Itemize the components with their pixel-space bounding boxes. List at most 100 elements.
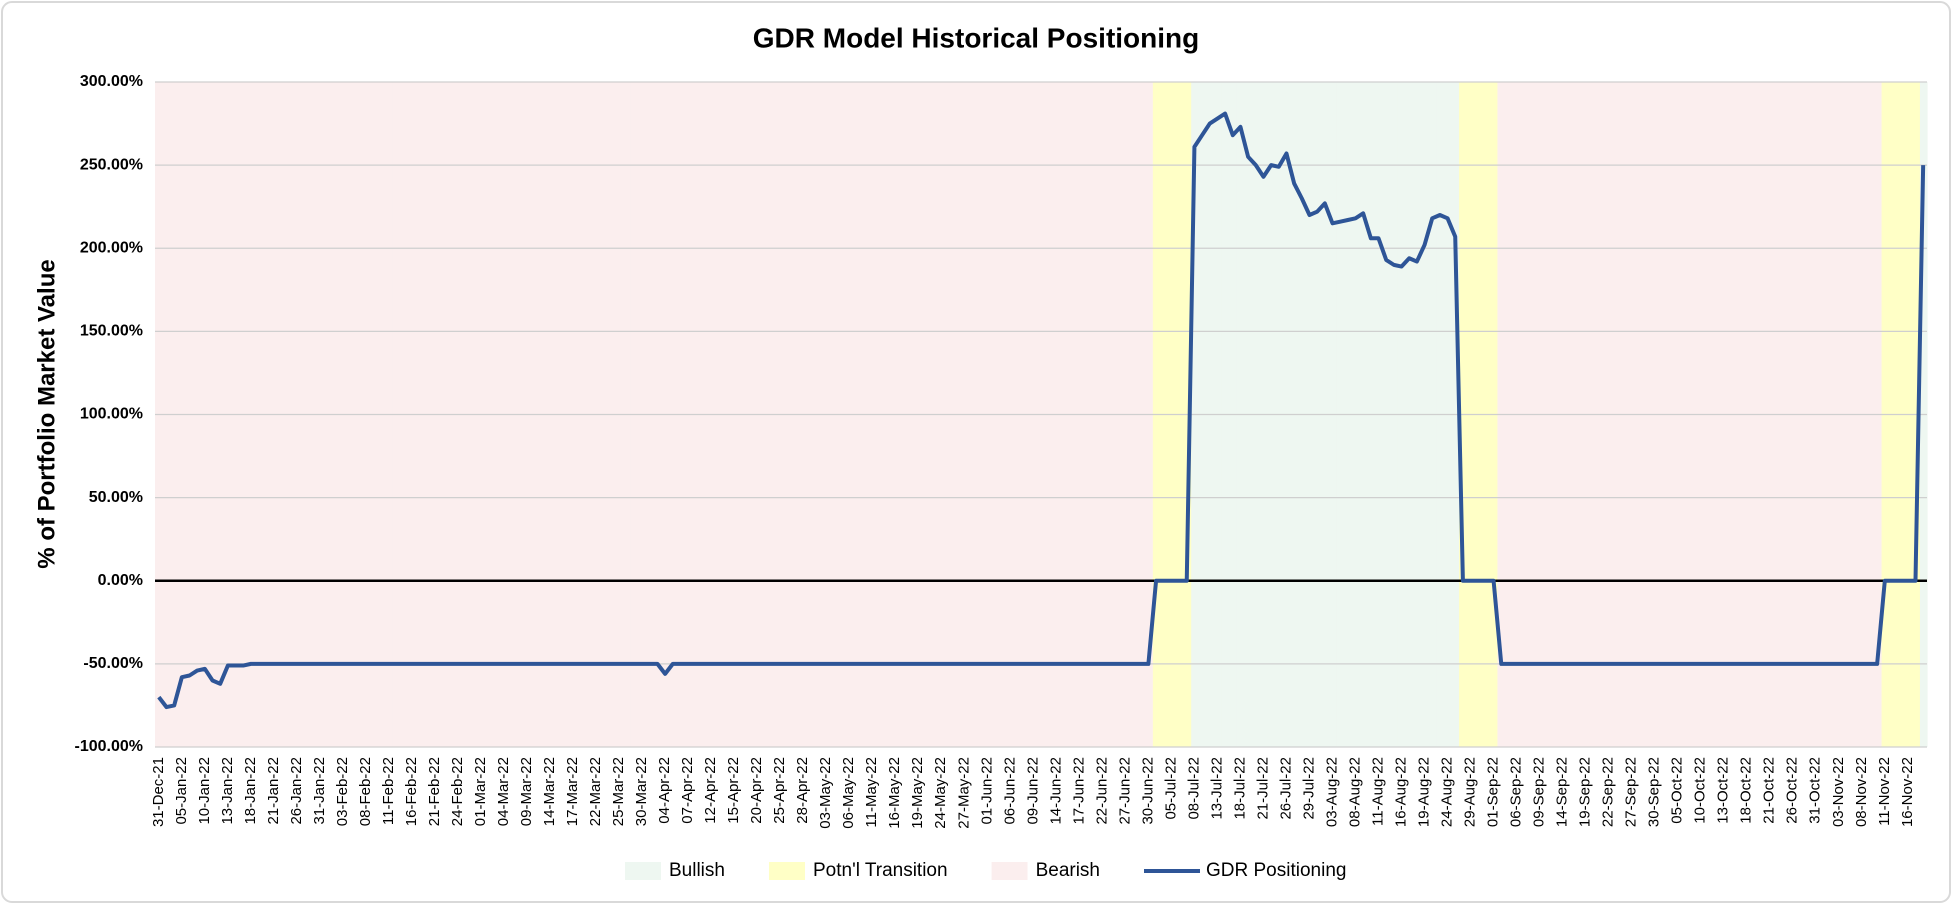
- legend-label: Potn'l Transition: [813, 860, 948, 881]
- x-tick-label: 16-Nov-22: [1899, 757, 1916, 827]
- x-tick-label: 11-Nov-22: [1876, 757, 1893, 826]
- x-tick-label: 01-Mar-22: [472, 757, 489, 826]
- x-tick-label: 16-Feb-22: [403, 757, 420, 826]
- x-tick-label: 17-Mar-22: [564, 757, 581, 826]
- x-tick-label: 27-May-22: [955, 757, 972, 829]
- x-tick-label: 05-Jul-22: [1162, 757, 1179, 820]
- x-tick-label: 30-Sep-22: [1646, 757, 1663, 827]
- y-tick-label: -50.00%: [83, 655, 143, 672]
- x-tick-label: 21-Jan-22: [265, 757, 282, 825]
- x-tick-label: 21-Oct-22: [1761, 757, 1778, 824]
- y-axis-title: % of Portfolio Market Value: [33, 259, 60, 568]
- x-tick-label: 18-Jan-22: [242, 757, 259, 825]
- y-tick-label: 200.00%: [80, 239, 143, 256]
- legend-swatch: [768, 862, 805, 880]
- x-tick-label: 29-Jul-22: [1300, 757, 1317, 820]
- x-tick-label: 08-Aug-22: [1346, 757, 1363, 827]
- x-tick-label: 28-Apr-22: [794, 757, 811, 824]
- x-tick-label: 05-Oct-22: [1669, 757, 1686, 824]
- legend-label: GDR Positioning: [1206, 860, 1346, 881]
- x-tick-label: 12-Apr-22: [702, 757, 719, 824]
- x-tick-label: 24-Aug-22: [1439, 757, 1456, 827]
- x-tick-label: 31-Oct-22: [1807, 757, 1824, 824]
- x-tick-label: 21-Jul-22: [1254, 757, 1271, 820]
- x-tick-label: 22-Sep-22: [1600, 757, 1617, 827]
- x-tick-label: 30-Jun-22: [1139, 757, 1156, 825]
- x-tick-label: 15-Apr-22: [725, 757, 742, 824]
- x-tick-label: 19-Aug-22: [1416, 757, 1433, 827]
- x-tick-label: 16-Aug-22: [1393, 757, 1410, 827]
- x-tick-label: 11-May-22: [863, 757, 880, 828]
- x-tick-label: 09-Jun-22: [1024, 757, 1041, 825]
- x-tick-label: 20-Apr-22: [748, 757, 765, 824]
- x-tick-label: 14-Mar-22: [541, 757, 558, 826]
- x-tick-label: 11-Feb-22: [380, 757, 397, 825]
- x-tick-label: 03-Nov-22: [1830, 757, 1847, 827]
- x-tick-label: 17-Jun-22: [1070, 757, 1087, 825]
- x-tick-label: 19-May-22: [909, 757, 926, 829]
- chart-title: GDR Model Historical Positioning: [753, 22, 1199, 53]
- y-tick-label: 250.00%: [80, 156, 143, 173]
- x-tick-label: 25-Apr-22: [771, 757, 788, 824]
- x-tick-label: 04-Mar-22: [495, 757, 512, 826]
- legend-swatch: [625, 862, 661, 880]
- x-tick-label: 16-May-22: [886, 757, 903, 829]
- legend: Bullish Potn'l Transition Bearish GDR Posit…: [625, 860, 1346, 881]
- x-tick-label: 08-Jul-22: [1185, 757, 1202, 820]
- x-tick-label: 31-Jan-22: [311, 757, 328, 825]
- y-tick-label: 300.00%: [80, 73, 143, 90]
- x-tick-label: 27-Jun-22: [1116, 757, 1133, 825]
- x-tick-label: 10-Oct-22: [1692, 757, 1709, 824]
- x-tick-label: 31-Dec-21: [150, 757, 167, 827]
- legend-label: Bearish: [1036, 860, 1100, 881]
- x-tick-label: 04-Apr-22: [656, 757, 673, 824]
- y-tick-label: 100.00%: [80, 406, 143, 423]
- x-tick-label: 22-Mar-22: [587, 757, 604, 826]
- x-tick-label: 27-Sep-22: [1623, 757, 1640, 827]
- y-tick-label: 150.00%: [80, 323, 143, 340]
- x-tick-label: 13-Oct-22: [1715, 757, 1732, 824]
- x-tick-label: 26-Jul-22: [1277, 757, 1294, 820]
- x-tick-label: 14-Sep-22: [1554, 757, 1571, 827]
- x-tick-label: 26-Jan-22: [288, 757, 305, 825]
- x-tick-label: 01-Sep-22: [1485, 757, 1502, 827]
- x-tick-label: 09-Mar-22: [518, 757, 535, 826]
- x-tick-label: 06-Jun-22: [1001, 757, 1018, 825]
- x-tick-label: 25-Mar-22: [610, 757, 627, 826]
- y-tick-label: 0.00%: [98, 572, 143, 589]
- x-tick-label: 29-Aug-22: [1462, 757, 1479, 827]
- x-tick-label: 22-Jun-22: [1093, 757, 1110, 825]
- x-tick-label: 18-Jul-22: [1231, 757, 1248, 820]
- x-tick-label: 18-Oct-22: [1738, 757, 1755, 824]
- y-tick-label: 50.00%: [89, 489, 143, 506]
- x-tick-label: 03-Feb-22: [334, 757, 351, 826]
- x-tick-label: 03-Aug-22: [1323, 757, 1340, 827]
- legend-label: Bullish: [669, 860, 725, 881]
- x-tick-label: 13-Jul-22: [1208, 757, 1225, 820]
- series-line: [157, 111, 1926, 710]
- x-tick-label: 08-Nov-22: [1853, 757, 1870, 827]
- x-tick-label: 30-Mar-22: [633, 757, 650, 826]
- x-tick-label: 06-May-22: [840, 757, 857, 829]
- x-tick-label: 05-Jan-22: [173, 757, 190, 825]
- x-tick-label: 26-Oct-22: [1784, 757, 1801, 824]
- x-tick-label: 11-Aug-22: [1369, 757, 1386, 826]
- x-tick-label: 13-Jan-22: [219, 757, 236, 825]
- x-tick-label: 24-Feb-22: [449, 757, 466, 826]
- labels: -100.00% -50.00% 0.00% 50.00% 100.00% 150.00%…: [75, 73, 1916, 828]
- x-tick-label: 19-Sep-22: [1577, 757, 1594, 827]
- x-tick-label: 06-Sep-22: [1508, 757, 1525, 827]
- x-tick-label: 10-Jan-22: [196, 757, 213, 825]
- x-tick-label: 07-Apr-22: [679, 757, 696, 824]
- x-tick-label: 01-Jun-22: [978, 757, 995, 825]
- y-tick-label: -100.00%: [75, 738, 144, 755]
- x-tick-label: 03-May-22: [817, 757, 834, 829]
- legend-swatch: [991, 862, 1028, 880]
- x-tick-label: 14-Jun-22: [1047, 757, 1064, 825]
- x-tick-label: 24-May-22: [932, 757, 949, 829]
- x-tick-label: 09-Sep-22: [1531, 757, 1548, 827]
- lines: [155, 111, 1927, 710]
- x-tick-label: 08-Feb-22: [357, 757, 374, 826]
